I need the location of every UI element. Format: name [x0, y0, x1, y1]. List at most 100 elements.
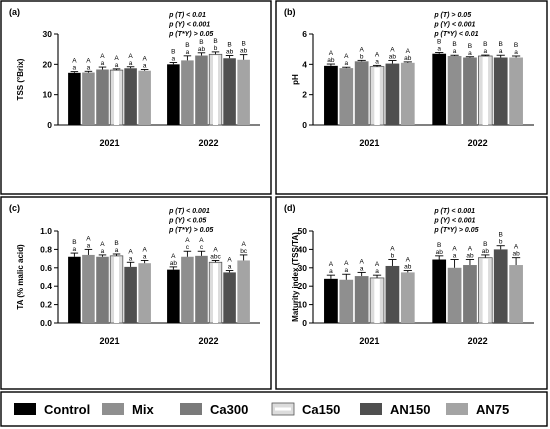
sig-letter-upper: B [468, 43, 472, 50]
legend-item-an150: AN150 [360, 402, 430, 417]
bar-mix-2022 [181, 256, 194, 323]
bar-highlight [374, 278, 380, 323]
bar-an75-2022 [237, 260, 250, 323]
y-tick-label: 2 [302, 90, 307, 100]
bar-an75-2021 [138, 263, 151, 323]
sig-letter-lower: a [87, 64, 91, 71]
y-tick-label: 0 [47, 120, 52, 130]
bar-ca300-2021 [354, 61, 369, 125]
sig-letter-upper: B [213, 38, 217, 45]
sig-letter-upper: A [128, 248, 133, 255]
legend-label: Ca300 [210, 402, 248, 417]
bar-control-2022 [167, 64, 180, 125]
sig-letter-upper: B [72, 239, 76, 246]
legend-swatch [102, 403, 124, 415]
sig-letter-lower: c [200, 244, 204, 251]
y-axis-title: Maturity index (TSS/TA) [291, 232, 300, 322]
y-tick-label: 0.0 [40, 318, 52, 328]
sig-letter-lower: ab [170, 260, 178, 267]
legend-swatch-highlight [275, 407, 291, 411]
panel-frame [275, 196, 548, 390]
sig-letter-lower: a [143, 253, 147, 260]
sig-letter-lower: a [186, 49, 190, 56]
sig-letter-upper: A [452, 246, 457, 253]
bar-mix-2022 [447, 55, 462, 125]
y-tick-label: 1.0 [40, 226, 52, 236]
sig-letter-upper: B [199, 39, 203, 46]
panel-label: (c) [9, 203, 20, 213]
sig-letter-upper: A [468, 246, 473, 253]
sig-letter-upper: A [100, 53, 105, 60]
panel-c: (c) 0.0 0.2 0.4 0.6 0.8 1.0 TA (% malic acid) Ba… [0, 196, 272, 390]
y-tick-label: 0.4 [40, 281, 52, 291]
sig-letter-lower: b [391, 253, 395, 260]
legend-item-ca300: Ca300 [180, 402, 248, 417]
bar-an150-2021 [385, 63, 400, 125]
x-group-label: 2021 [359, 336, 379, 346]
sig-letter-lower: a [101, 60, 105, 67]
sig-letter-upper: B [185, 42, 189, 49]
p-value-stat: p (T) < 0.01 [168, 12, 206, 19]
sig-letter-lower: b [499, 239, 503, 246]
legend-label: AN75 [476, 402, 509, 417]
sig-letter-lower: a [375, 268, 379, 275]
y-tick-label: 20 [43, 59, 53, 69]
sig-letter-lower: a [344, 267, 348, 274]
sig-letter-lower: b [360, 53, 364, 60]
y-axis-title: pH [291, 74, 300, 85]
sig-letter-lower: a [115, 62, 119, 69]
sig-letter-lower: a [360, 265, 364, 272]
sig-letter-upper: B [452, 41, 456, 48]
bar-an150-2022 [223, 272, 236, 323]
sig-letter-upper: A [114, 55, 119, 62]
sig-letter-upper: A [100, 241, 105, 248]
sig-letter-upper: A [375, 51, 380, 58]
p-value-stat: p (Y) < 0.001 [433, 218, 475, 225]
y-tick-label: 0.2 [40, 300, 52, 310]
p-value-stat: p (Y) < 0.05 [168, 218, 206, 225]
sig-letter-lower: ab [226, 49, 234, 56]
sig-letter-upper: A [390, 47, 395, 54]
bar-an75-2021 [400, 272, 415, 323]
sig-letter-lower: a [344, 60, 348, 67]
bar-control-2021 [68, 72, 81, 125]
legend-swatch [14, 403, 36, 415]
sig-letter-lower: a [73, 246, 77, 253]
bar-ca300-2021 [96, 69, 109, 125]
sig-letter-upper: A [344, 53, 349, 60]
sig-letter-upper: A [406, 48, 411, 55]
y-tick-label: 0.8 [40, 244, 52, 254]
legend-label: Control [44, 402, 90, 417]
x-group-label: 2022 [468, 336, 488, 346]
bar-ca300-2022 [463, 265, 477, 323]
sig-letter-lower: a [453, 48, 457, 55]
y-tick-label: 50 [298, 226, 308, 236]
bar-control-2022 [167, 269, 180, 323]
sig-letter-lower: ab [198, 46, 206, 53]
sig-letter-upper: B [114, 240, 118, 247]
bar-ca300-2022 [195, 55, 208, 125]
legend-item-mix: Mix [102, 402, 154, 417]
bar-mix-2021 [82, 72, 95, 125]
panel-frame [0, 0, 272, 195]
sig-letter-lower: a [375, 58, 379, 65]
sig-letter-upper: A [86, 57, 91, 64]
sig-letter-upper: A [514, 244, 519, 251]
sig-letter-lower: ab [404, 264, 412, 271]
legend-item-control: Control [14, 402, 90, 417]
sig-letter-upper: A [128, 53, 133, 60]
y-tick-label: 4 [302, 59, 307, 69]
y-tick-label: 0 [302, 120, 307, 130]
sig-letter-lower: ab [404, 55, 412, 62]
bar-highlight [374, 67, 380, 125]
sig-letter-upper: B [499, 232, 503, 239]
p-value-stat: p (T) < 0.001 [168, 208, 210, 215]
bar-control-2021 [324, 65, 338, 125]
sig-letter-lower: abc [210, 253, 221, 260]
p-value-stat: p (T*Y) > 0.05 [433, 227, 478, 234]
sig-letter-lower: a [129, 255, 133, 262]
bar-an150-2022 [493, 249, 508, 323]
bar-ca300-2022 [195, 255, 208, 323]
